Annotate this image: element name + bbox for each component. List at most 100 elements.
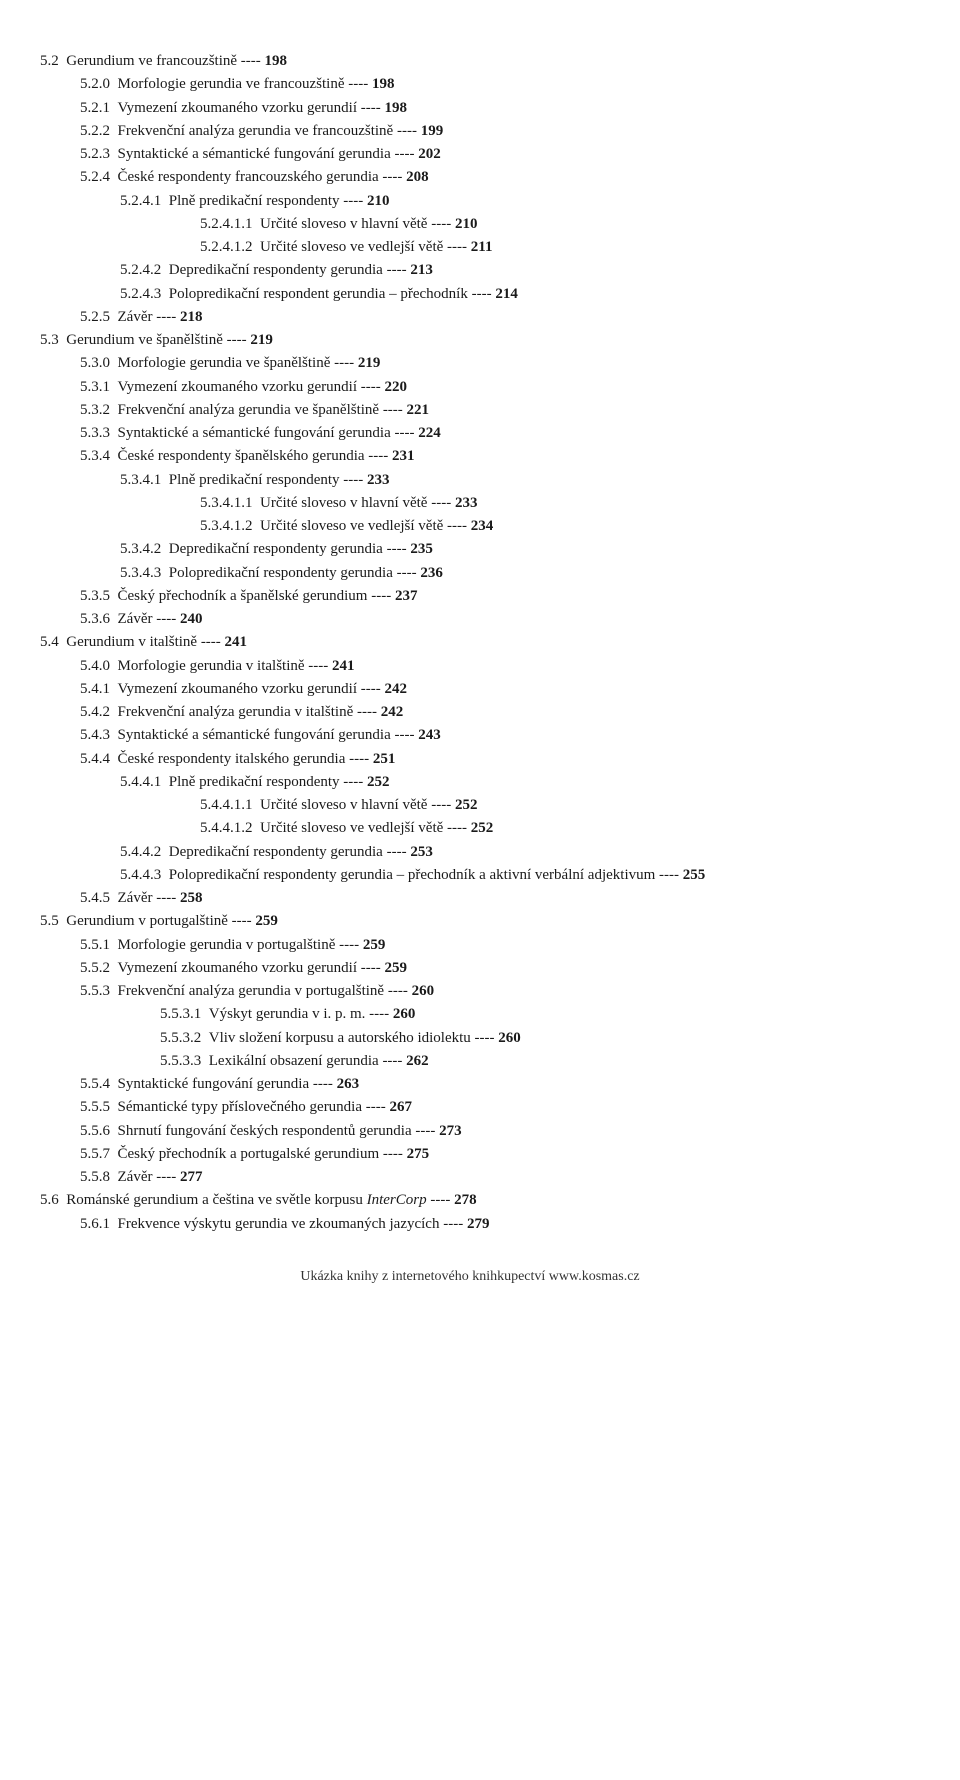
entry-dashes: ---- <box>471 1030 498 1046</box>
entry-page: 259 <box>255 913 278 929</box>
entry-title: Vymezení zkoumaného vzorku gerundií <box>118 681 358 697</box>
entry-number: 5.5.1 <box>80 937 110 953</box>
entry-dashes: ---- <box>443 820 470 836</box>
entry-page: 251 <box>373 751 396 767</box>
entry-dashes: ---- <box>309 1076 336 1092</box>
entry-number: 5.2.4.1 <box>120 193 161 209</box>
entry-number: 5.6 <box>40 1192 59 1208</box>
toc-entry: 5.5.3.3 Lexikální obsazení gerundia ----… <box>40 1050 900 1073</box>
entry-title: Určité sloveso v hlavní větě <box>260 797 427 813</box>
entry-number: 5.3.4 <box>80 448 110 464</box>
entry-title: Frekvenční analýza gerundia ve španělšti… <box>118 402 380 418</box>
toc-entry: 5.5.3.1 Výskyt gerundia v i. p. m. ---- … <box>40 1003 900 1026</box>
toc-entry: 5.5.7 Český přechodník a portugalské ger… <box>40 1143 900 1166</box>
entry-title: Frekvenční analýza gerundia v italštině <box>118 704 354 720</box>
entry-page: 279 <box>467 1216 490 1232</box>
entry-dashes: ---- <box>379 1053 406 1069</box>
toc-entry: 5.2.3 Syntaktické a sémantické fungování… <box>40 143 900 166</box>
entry-page: 219 <box>250 332 273 348</box>
entry-title: Gerundium v italštině <box>66 634 197 650</box>
entry-page: 211 <box>471 239 493 255</box>
entry-page: 224 <box>418 425 441 441</box>
entry-title: Syntaktické a sémantické fungování gerun… <box>118 425 391 441</box>
entry-number: 5.2.4.1.2 <box>200 239 253 255</box>
table-of-contents: 5.2 Gerundium ve francouzštině ---- 198 5… <box>40 50 900 1236</box>
entry-dashes: ---- <box>439 1216 466 1232</box>
toc-entry: 5.3.1 Vymezení zkoumaného vzorku gerundi… <box>40 376 900 399</box>
entry-page: 277 <box>180 1169 203 1185</box>
entry-dashes: ---- <box>223 332 250 348</box>
entry-page: 219 <box>358 355 381 371</box>
entry-dashes: ---- <box>362 1099 389 1115</box>
entry-number: 5.4.4.2 <box>120 844 161 860</box>
entry-title: České respondenty francouzského gerundia <box>118 169 379 185</box>
entry-page: 278 <box>454 1192 477 1208</box>
toc-entry: 5.2 Gerundium ve francouzštině ---- 198 <box>40 50 900 73</box>
entry-title: Morfologie gerundia ve francouzštině <box>118 76 345 92</box>
toc-entry: 5.5.2 Vymezení zkoumaného vzorku gerundi… <box>40 957 900 980</box>
toc-entry: 5.2.4.3 Polopredikační respondent gerund… <box>40 283 900 306</box>
entry-dashes: ---- <box>228 913 255 929</box>
entry-title: České respondenty španělského gerundia <box>118 448 365 464</box>
entry-number: 5.4.4.3 <box>120 867 161 883</box>
entry-page: 233 <box>367 472 390 488</box>
toc-entry: 5.3.4 České respondenty španělského geru… <box>40 445 900 468</box>
entry-number: 5.4.3 <box>80 727 110 743</box>
toc-entry: 5.5 Gerundium v portugalštině ---- 259 <box>40 910 900 933</box>
entry-title: Vymezení zkoumaného vzorku gerundií <box>118 960 358 976</box>
entry-title: Vymezení zkoumaného vzorku gerundií <box>118 379 358 395</box>
entry-dashes: ---- <box>152 890 179 906</box>
entry-dashes: ---- <box>379 402 406 418</box>
entry-number: 5.4.2 <box>80 704 110 720</box>
entry-title: Polopredikační respondent gerundia – pře… <box>169 286 468 302</box>
entry-page: 218 <box>180 309 203 325</box>
entry-title: Sémantické typy příslovečného gerundia <box>118 1099 363 1115</box>
toc-entry: 5.4.4.3 Polopredikační respondenty gerun… <box>40 864 900 887</box>
entry-title: Vliv složení korpusu a autorského idiole… <box>209 1030 471 1046</box>
entry-dashes: ---- <box>383 541 410 557</box>
entry-number: 5.5.5 <box>80 1099 110 1115</box>
entry-dashes: ---- <box>197 634 224 650</box>
entry-dashes: ---- <box>305 658 332 674</box>
entry-title: Románské gerundium a čeština ve světle k… <box>66 1192 366 1208</box>
entry-page: 252 <box>455 797 478 813</box>
entry-page: 221 <box>407 402 430 418</box>
entry-page: 252 <box>471 820 494 836</box>
entry-dashes: ---- <box>393 565 420 581</box>
entry-title: Český přechodník a španělské gerundium <box>118 588 368 604</box>
entry-dashes: ---- <box>353 704 380 720</box>
entry-page: 258 <box>180 890 203 906</box>
entry-number: 5.5.3.3 <box>160 1053 201 1069</box>
entry-page: 210 <box>367 193 390 209</box>
toc-entry: 5.2.1 Vymezení zkoumaného vzorku gerundi… <box>40 97 900 120</box>
toc-entry: 5.3.6 Závěr ---- 240 <box>40 608 900 631</box>
toc-entry: 5.3.4.1 Plně predikační respondenty ----… <box>40 469 900 492</box>
toc-entry: 5.5.8 Závěr ---- 277 <box>40 1166 900 1189</box>
entry-dashes: ---- <box>427 1192 454 1208</box>
entry-title: Určité sloveso v hlavní větě <box>260 495 427 511</box>
toc-entry: 5.4.4.1.2 Určité sloveso ve vedlejší vět… <box>40 817 900 840</box>
entry-title: Polopredikační respondenty gerundia – př… <box>169 867 656 883</box>
entry-number: 5.5.3 <box>80 983 110 999</box>
toc-entry: 5.5.5 Sémantické typy příslovečného geru… <box>40 1096 900 1119</box>
entry-title: Závěr <box>118 890 153 906</box>
entry-number: 5.5.3.1 <box>160 1006 201 1022</box>
entry-page: 234 <box>471 518 494 534</box>
entry-number: 5.3.4.1 <box>120 472 161 488</box>
entry-title: Frekvence výskytu gerundia ve zkoumaných… <box>118 1216 440 1232</box>
entry-dashes: ---- <box>427 216 454 232</box>
entry-number: 5.5.4 <box>80 1076 110 1092</box>
entry-title: Morfologie gerundia v portugalštině <box>118 937 336 953</box>
entry-dashes: ---- <box>655 867 682 883</box>
entry-dashes: ---- <box>443 518 470 534</box>
entry-page: 255 <box>683 867 706 883</box>
toc-entry: 5.3.4.1.1 Určité sloveso v hlavní větě -… <box>40 492 900 515</box>
toc-entry: 5.3.4.3 Polopredikační respondenty gerun… <box>40 562 900 585</box>
entry-dashes: ---- <box>340 774 367 790</box>
entry-dashes: ---- <box>391 727 418 743</box>
toc-entry: 5.3.2 Frekvenční analýza gerundia ve špa… <box>40 399 900 422</box>
entry-dashes: ---- <box>152 309 179 325</box>
toc-entry: 5.2.4.1.2 Určité sloveso ve vedlejší vět… <box>40 236 900 259</box>
entry-number: 5.5.7 <box>80 1146 110 1162</box>
entry-title: Shrnutí fungování českých respondentů ge… <box>118 1123 412 1139</box>
